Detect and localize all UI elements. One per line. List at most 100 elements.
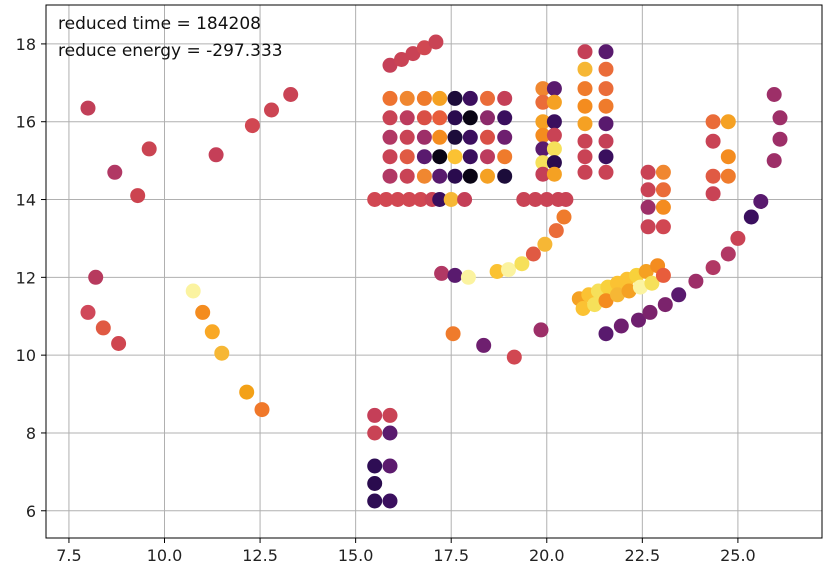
data-point [558, 192, 574, 207]
x-axis-ticks: 7.5 10.0 12.5 15.0 17.5 20.0 22.5 25.0 [56, 538, 756, 565]
data-point [462, 168, 478, 184]
data-point [705, 114, 721, 130]
data-point [632, 279, 648, 295]
data-point [432, 110, 448, 126]
data-point [546, 127, 562, 143]
data-point [598, 326, 614, 342]
data-point [185, 283, 201, 299]
annotation-time: reduced time = 184208 [58, 14, 261, 34]
data-point [399, 168, 415, 184]
y-axis-ticks: 6 8 10 12 14 16 18 [16, 35, 46, 521]
data-point [640, 199, 656, 215]
data-point [367, 425, 383, 441]
data-point [598, 116, 614, 132]
data-point [80, 304, 96, 320]
data-point [390, 192, 406, 207]
data-point [577, 133, 593, 149]
data-point [416, 90, 432, 106]
data-point [447, 267, 463, 283]
y-tick-label: 6 [26, 502, 36, 521]
data-point [705, 168, 721, 184]
data-point [489, 264, 505, 279]
y-tick-label: 16 [16, 113, 36, 132]
data-point [535, 81, 551, 97]
data-point [587, 297, 603, 313]
data-point [766, 87, 782, 102]
data-point [111, 336, 127, 351]
y-tick-label: 18 [16, 35, 36, 54]
data-point [546, 81, 562, 97]
data-point [480, 110, 495, 126]
data-point [598, 81, 614, 97]
data-point [730, 230, 746, 246]
x-tick-label: 22.5 [625, 546, 661, 565]
data-point [367, 493, 383, 509]
data-point [539, 192, 555, 207]
data-point [434, 265, 450, 281]
data-point [577, 44, 593, 60]
data-point [575, 301, 591, 316]
data-point [382, 90, 398, 106]
data-point [447, 168, 463, 184]
data-point [399, 129, 415, 145]
data-point [432, 168, 448, 184]
data-point [447, 90, 463, 106]
data-point [367, 407, 383, 423]
data-point [367, 476, 383, 491]
data-point [208, 147, 224, 163]
data-point [548, 223, 564, 239]
data-point [598, 98, 614, 114]
y-tick-label: 12 [16, 268, 36, 287]
data-point [283, 87, 299, 102]
data-point [720, 246, 736, 262]
x-tick-label: 25.0 [720, 546, 756, 565]
annotation-energy: reduce energy = -297.333 [58, 41, 283, 61]
data-point [382, 129, 398, 145]
data-point [525, 246, 541, 262]
data-point [527, 192, 543, 207]
data-point [772, 110, 788, 126]
data-point [705, 186, 721, 202]
data-point [577, 149, 593, 165]
data-point [533, 322, 549, 338]
data-point [577, 61, 593, 77]
data-point [720, 114, 736, 130]
data-point [598, 149, 614, 165]
x-tick-label: 7.5 [56, 546, 81, 565]
data-point [642, 304, 658, 320]
data-point [514, 256, 530, 272]
plot-frame [45, 4, 823, 539]
data-point [399, 149, 415, 165]
data-point [88, 269, 104, 285]
data-point [413, 192, 429, 207]
data-point [476, 337, 492, 353]
data-point [497, 129, 513, 145]
data-point [447, 110, 463, 126]
data-point [577, 98, 593, 114]
data-points [80, 34, 788, 509]
data-point [640, 182, 656, 198]
data-point [445, 326, 461, 342]
data-point [367, 458, 383, 474]
data-point [546, 114, 562, 130]
data-point [416, 149, 432, 165]
data-point [130, 188, 146, 204]
data-point [705, 133, 721, 149]
data-point [195, 304, 211, 320]
data-point [447, 149, 463, 165]
data-point [535, 155, 551, 171]
data-point [657, 297, 673, 313]
data-point [546, 94, 562, 110]
y-tick-label: 8 [26, 424, 36, 443]
x-tick-label: 17.5 [433, 546, 469, 565]
data-point [394, 52, 409, 67]
data-point [462, 90, 478, 106]
data-point [546, 141, 562, 157]
data-point [141, 141, 157, 157]
data-point [382, 407, 398, 423]
data-point [501, 262, 516, 278]
data-point [631, 312, 646, 328]
data-point [244, 118, 260, 134]
data-point [497, 168, 513, 184]
data-point [535, 166, 551, 182]
